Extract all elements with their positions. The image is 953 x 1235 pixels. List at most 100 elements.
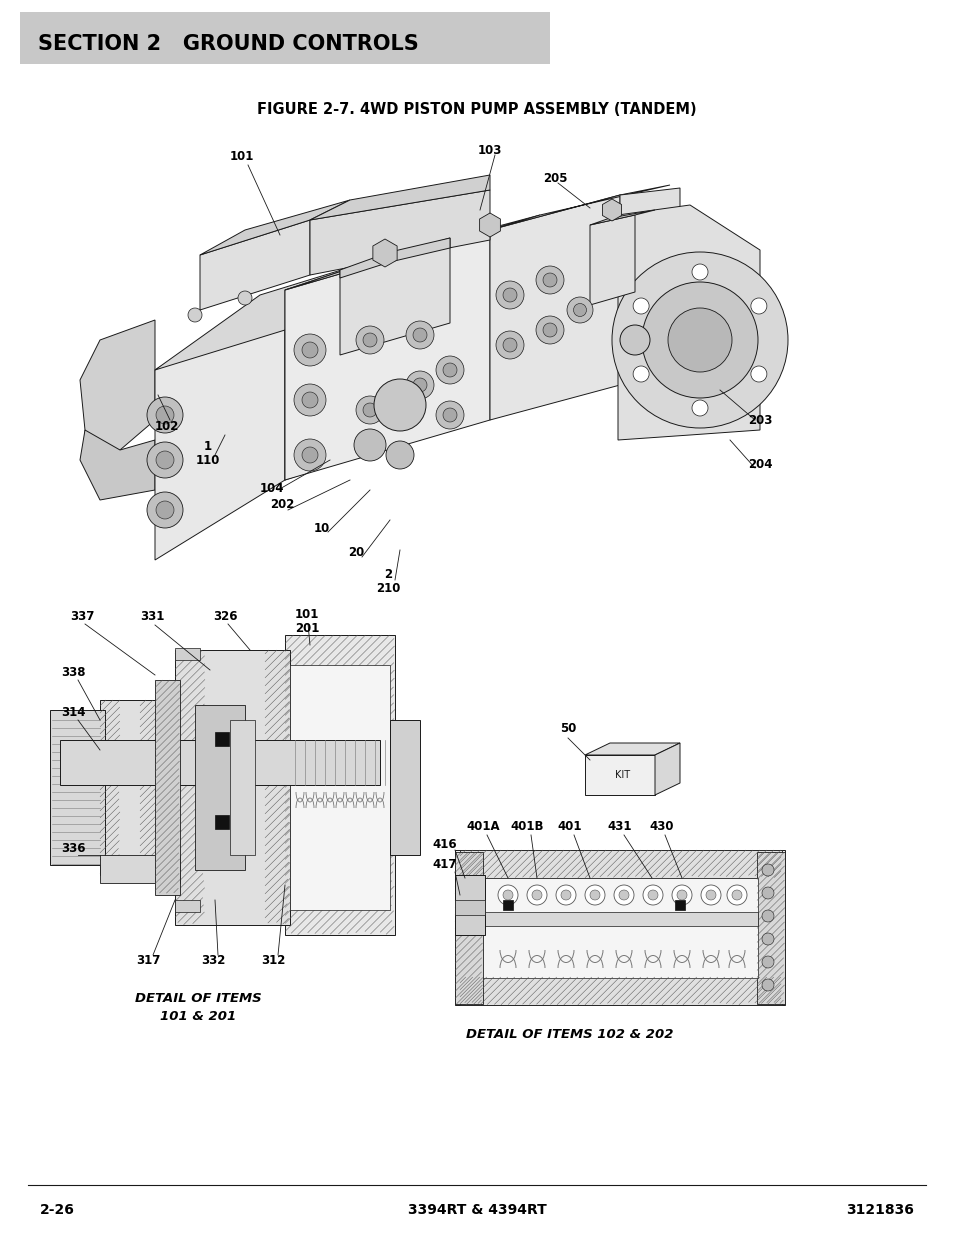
Circle shape (633, 298, 648, 314)
Circle shape (618, 890, 628, 900)
Circle shape (363, 333, 376, 347)
Bar (174, 650, 205, 925)
Text: 50: 50 (559, 721, 576, 735)
Text: 337: 337 (70, 610, 94, 622)
Text: 2-26: 2-26 (40, 1203, 74, 1216)
Text: 401: 401 (558, 820, 581, 832)
Circle shape (750, 366, 766, 382)
Text: 1: 1 (204, 441, 212, 453)
Circle shape (647, 890, 658, 900)
Text: 204: 204 (747, 458, 771, 472)
Circle shape (691, 400, 707, 416)
Circle shape (363, 403, 376, 417)
Bar (455, 900, 484, 915)
Circle shape (147, 442, 183, 478)
Text: 101: 101 (230, 151, 253, 163)
Bar (675, 900, 684, 910)
Circle shape (294, 384, 326, 416)
Text: 317: 317 (135, 953, 160, 967)
Bar (502, 900, 513, 910)
Circle shape (502, 288, 517, 303)
Polygon shape (490, 195, 619, 420)
Circle shape (526, 885, 546, 905)
Text: 431: 431 (607, 820, 632, 832)
Bar (194, 705, 245, 869)
Circle shape (374, 379, 426, 431)
Text: 314: 314 (61, 705, 85, 719)
Circle shape (671, 885, 691, 905)
Circle shape (612, 252, 787, 429)
Circle shape (641, 282, 758, 398)
Circle shape (619, 325, 649, 354)
Text: 312: 312 (260, 953, 285, 967)
Polygon shape (589, 210, 655, 225)
Circle shape (700, 885, 720, 905)
Circle shape (188, 308, 202, 322)
Polygon shape (80, 320, 154, 459)
Circle shape (497, 885, 517, 905)
Circle shape (761, 932, 773, 945)
Circle shape (677, 890, 686, 900)
Bar (265, 650, 290, 925)
Polygon shape (285, 215, 539, 290)
Circle shape (584, 885, 604, 905)
Text: 101: 101 (294, 608, 319, 620)
Text: 203: 203 (747, 414, 771, 426)
Bar (285, 635, 395, 935)
Text: 201: 201 (294, 621, 319, 635)
Bar (214, 732, 229, 746)
Circle shape (502, 338, 517, 352)
Polygon shape (310, 190, 490, 275)
Bar (455, 852, 482, 1004)
Text: 210: 210 (375, 582, 399, 594)
Bar (455, 850, 784, 1005)
Text: 332: 332 (200, 953, 225, 967)
Bar (140, 700, 160, 876)
Circle shape (532, 890, 541, 900)
Bar (230, 720, 254, 855)
Circle shape (355, 326, 384, 354)
Circle shape (614, 885, 634, 905)
Circle shape (761, 956, 773, 968)
Bar (154, 680, 180, 895)
Text: 103: 103 (477, 143, 501, 157)
Bar (459, 977, 781, 1005)
Polygon shape (490, 185, 669, 230)
Text: KIT: KIT (615, 769, 630, 781)
Circle shape (147, 396, 183, 433)
Text: 20: 20 (348, 547, 364, 559)
Circle shape (436, 356, 463, 384)
Bar (455, 876, 484, 935)
Text: 338: 338 (61, 666, 85, 678)
Text: FIGURE 2-7. 4WD PISTON PUMP ASSEMBLY (TANDEM): FIGURE 2-7. 4WD PISTON PUMP ASSEMBLY (TA… (257, 103, 696, 117)
Circle shape (502, 890, 513, 900)
Circle shape (536, 316, 563, 345)
Text: 326: 326 (213, 610, 237, 622)
Circle shape (633, 366, 648, 382)
Circle shape (302, 391, 317, 408)
Polygon shape (154, 254, 390, 370)
Polygon shape (154, 290, 285, 559)
Polygon shape (589, 215, 635, 305)
Bar (50, 710, 105, 864)
Circle shape (536, 266, 563, 294)
Text: 417: 417 (433, 858, 456, 872)
Bar (174, 648, 200, 659)
Circle shape (726, 885, 746, 905)
Circle shape (750, 298, 766, 314)
Circle shape (406, 370, 434, 399)
Circle shape (691, 264, 707, 280)
Text: 3394RT & 4394RT: 3394RT & 4394RT (407, 1203, 546, 1216)
Text: 205: 205 (542, 172, 567, 184)
Circle shape (642, 885, 662, 905)
Text: 430: 430 (649, 820, 674, 832)
Text: SECTION 2   GROUND CONTROLS: SECTION 2 GROUND CONTROLS (38, 35, 418, 54)
Bar (100, 855, 180, 883)
Polygon shape (602, 199, 620, 221)
Bar (757, 852, 784, 1004)
Text: 102: 102 (154, 420, 179, 432)
Circle shape (566, 296, 593, 324)
Polygon shape (285, 230, 490, 480)
Circle shape (761, 887, 773, 899)
Bar (154, 680, 180, 895)
